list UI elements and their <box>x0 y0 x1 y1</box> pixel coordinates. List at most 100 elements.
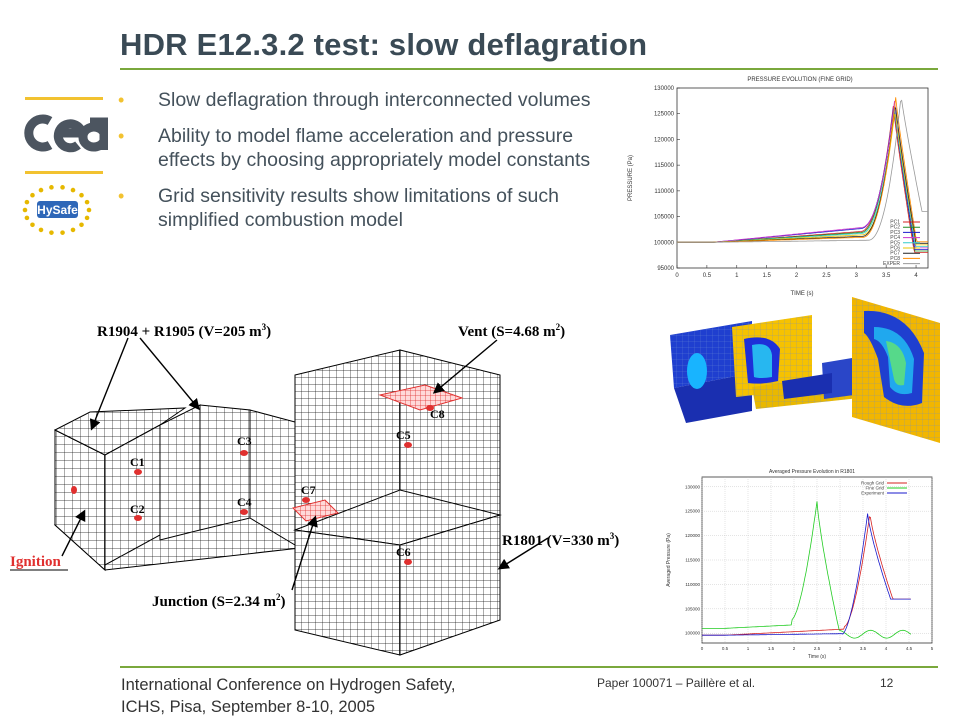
x-tick-label: 0 <box>675 273 679 279</box>
x-tick-label: 0 <box>701 646 704 651</box>
x-tick-label: 4 <box>914 273 918 279</box>
junction-area-label: Junction (S=2.34 m2) <box>152 592 285 610</box>
bullet-dot-icon: • <box>118 186 125 206</box>
x-tick-label: 3.5 <box>860 646 867 651</box>
y-tick-label: 120000 <box>685 533 701 538</box>
combustion-3d-render <box>670 297 940 443</box>
x-tick-label: 2.5 <box>822 273 831 279</box>
hysafe-logo: HySafe <box>22 185 92 235</box>
averaged-pressure-chart: Averaged Pressure Evolution in R1801 0 0.… <box>652 465 942 660</box>
sensor-c4-label: C4 <box>237 495 252 509</box>
x-tick-label: 0.5 <box>722 646 729 651</box>
bullet-text: Slow deflagration through interconnected… <box>158 89 591 111</box>
r1801-volume-label: R1801 (V=330 m3) <box>502 531 619 549</box>
star-icon <box>30 192 35 198</box>
legend-label: PC1 <box>890 220 900 226</box>
star-icon <box>30 222 35 228</box>
bullet-text: Grid sensitivity results show limitation… <box>158 185 559 231</box>
bullet-dot-icon: • <box>118 90 125 110</box>
star-icon <box>86 207 92 213</box>
chart1-plot-area <box>676 87 929 269</box>
legend-label: Fine Grid <box>865 486 884 491</box>
star-icon <box>60 230 65 235</box>
star-icon <box>70 187 76 193</box>
star-icon <box>24 199 30 205</box>
legend-label: PC5 <box>890 240 900 246</box>
star-icon <box>22 207 28 213</box>
rooms-volume-label: R1904 + R1905 (V=205 m3) <box>97 322 271 340</box>
cea-logo <box>24 114 108 153</box>
x-tick-label: 5 <box>931 646 934 651</box>
x-tick-label: 4 <box>885 646 888 651</box>
building-geometry-diagram: C1 C2 C3 C4 C5 C6 C7 C8 R1904 + R1905 (V… <box>10 322 619 656</box>
x-tick-label: 4.5 <box>906 646 913 651</box>
x-tick-label: 3 <box>855 273 859 279</box>
bullet-item: • Ability to model flame acceleration and… <box>118 124 616 172</box>
footer-paper-ref: Paper 100071 – Paillère et al. <box>597 676 756 690</box>
bullet-list: • Slow deflagration through interconnecte… <box>118 88 616 244</box>
series-line-exper <box>677 99 928 243</box>
y-tick-label: 100000 <box>654 240 675 246</box>
star-icon <box>79 192 84 198</box>
legend-label: PC4 <box>890 235 900 241</box>
star-icon <box>70 227 76 233</box>
legend-label: PC3 <box>890 230 900 236</box>
star-icon <box>38 227 44 233</box>
bullet-dot-icon: • <box>118 126 125 146</box>
x-tick-label: 2.5 <box>814 646 821 651</box>
chart1-title: PRESSURE EVOLUTION (FINE GRID) <box>747 77 852 83</box>
y-tick-label: 115000 <box>685 558 700 563</box>
x-tick-label: 1.5 <box>762 273 771 279</box>
series-line-experiment <box>702 513 911 636</box>
legend-label: PC6 <box>890 246 900 252</box>
chart2-xlabel: Time (s) <box>808 654 826 660</box>
x-tick-label: 1 <box>735 273 739 279</box>
y-tick-label: 105000 <box>654 215 675 221</box>
sensor-c7-label: C7 <box>301 483 316 497</box>
ignition-label: Ignition <box>10 554 62 570</box>
pressure-evolution-chart: PRESSURE EVOLUTION (FINE GRID) 0 0.5 1 1.5 2… <box>620 72 940 300</box>
star-icon <box>49 185 54 190</box>
sensor-c2-label: C2 <box>130 502 145 516</box>
title-divider <box>120 68 938 70</box>
legend-label: Experiment <box>861 491 885 496</box>
y-tick-label: 130000 <box>685 484 701 489</box>
y-tick-label: 105000 <box>685 606 701 611</box>
bullet-text: Ability to model flame acceleration and … <box>158 125 591 171</box>
sensor-c8-label: C8 <box>430 407 445 421</box>
bullet-item: • Grid sensitivity results show limitatio… <box>118 184 616 232</box>
sensor-c1-label: C1 <box>130 455 145 469</box>
star-icon <box>24 215 30 221</box>
sensor-c6-label: C6 <box>396 545 411 559</box>
y-tick-label: 110000 <box>685 582 700 587</box>
legend-label: PC8 <box>890 256 900 262</box>
series-line-fine-grid <box>702 501 912 639</box>
chart2-ylabel: Averaged Pressure (Pa) <box>666 533 672 587</box>
y-tick-label: 110000 <box>654 189 674 195</box>
chart2-title: Averaged Pressure Evolution in R1801 <box>769 469 855 475</box>
y-tick-label: 115000 <box>654 163 674 169</box>
page-number: 12 <box>880 676 894 690</box>
logo-top-rule <box>25 97 103 100</box>
chart1-ylabel: PRESSURE (Pa) <box>628 155 634 201</box>
star-icon <box>60 185 65 190</box>
y-tick-label: 125000 <box>685 509 701 514</box>
y-tick-label: 95000 <box>657 266 674 272</box>
star-icon <box>79 222 84 228</box>
star-icon <box>49 230 54 235</box>
slide-title: HDR E12.3.2 test: slow deflagration <box>120 27 648 62</box>
footer-divider <box>120 666 938 668</box>
series-line-rough-grid <box>702 516 911 636</box>
star-icon <box>38 187 44 193</box>
x-tick-label: 2 <box>795 273 799 279</box>
legend-label: EXPER <box>883 261 900 267</box>
x-tick-label: 0.5 <box>703 273 712 279</box>
footer-conference-line2: ICHS, Pisa, September 8-10, 2005 <box>121 698 376 716</box>
svg-text:HySafe: HySafe <box>37 203 78 217</box>
sensor-c3-label: C3 <box>237 434 252 448</box>
vent-area-label: Vent (S=4.68 m2) <box>458 322 565 340</box>
legend-label: PC7 <box>890 251 900 257</box>
x-tick-label: 3 <box>839 646 842 651</box>
y-tick-label: 130000 <box>654 86 675 92</box>
y-tick-label: 120000 <box>654 137 675 143</box>
